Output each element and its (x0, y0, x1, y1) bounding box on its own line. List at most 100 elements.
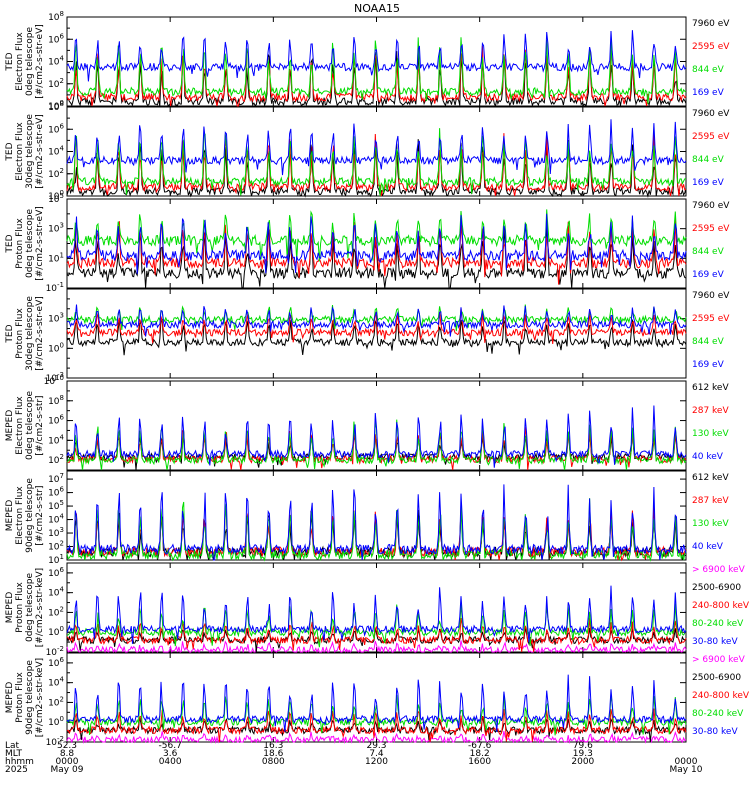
y-tick-label: 102 (48, 540, 64, 553)
y-axis-label: Electron Flux (15, 32, 25, 91)
y-tick-label: 106 (48, 486, 64, 499)
y-axis-label: MEPED (5, 500, 15, 532)
series-line (66, 618, 687, 653)
series-line (66, 405, 687, 468)
y-tick-label: 10-1 (46, 281, 64, 294)
y-tick-label: 102 (48, 167, 64, 180)
y-tick-label: 100 (48, 341, 64, 354)
legend-entry: 240-800 keV (692, 691, 750, 701)
x-axis-row-label: Lat (5, 741, 20, 751)
y-tick-label: 100 (48, 715, 64, 728)
x-tick-label-lat: 52.3 (57, 741, 77, 751)
y-axis-label: TED (5, 142, 15, 161)
legend-entry: 844 eV (692, 155, 725, 165)
x-tick-label-mlt: 18.6 (263, 749, 283, 759)
x-tick-label-mlt: 8.8 (60, 749, 75, 759)
x-tick-label-mlt: 3.6 (163, 749, 178, 759)
series-line (66, 307, 687, 344)
series-line (66, 209, 687, 262)
legend-entry: 2595 eV (692, 42, 730, 52)
legend-entry: 612 keV (692, 473, 729, 483)
y-axis-label: TED (5, 234, 15, 253)
x-tick-label-time: 0000 (675, 757, 698, 767)
y-tick-label: 106 (48, 122, 64, 135)
y-tick-label: 107 (48, 472, 64, 485)
y-tick-label: 105 (48, 499, 64, 512)
y-axis-label: MEPED (5, 682, 15, 714)
legend-entry: 130 keV (692, 429, 729, 439)
legend-entry: 2595 eV (692, 132, 730, 142)
legend-entry: > 6900 keV (692, 655, 746, 665)
panel-frame (66, 470, 687, 561)
y-tick-label: 101 (48, 251, 64, 264)
y-tick-label: 108 (48, 394, 64, 407)
x-tick-label-time: 1600 (468, 757, 491, 767)
y-tick-label: 101 (48, 553, 64, 566)
y-axis-label: Proton Flux (15, 308, 25, 359)
legend-entry: 7960 eV (692, 291, 730, 301)
legend-entry: 2500-6900 (692, 583, 741, 593)
series-line (66, 585, 687, 644)
x-tick-label-date: May 09 (51, 765, 84, 775)
y-axis-label: 30deg telescope (25, 296, 35, 371)
y-axis-label: [#/cm2-s-str-keV] (35, 658, 45, 737)
y-axis-label: [#/cm2-s-str-eV] (35, 24, 45, 99)
legend-entry: > 6900 keV (692, 565, 746, 575)
x-axis-row-label: 2025 (5, 765, 28, 775)
legend-entry: 40 keV (692, 542, 724, 552)
y-tick-label: 106 (48, 414, 64, 427)
y-axis-label: [#/cm2-s-str] (35, 485, 45, 545)
y-tick-label: 104 (48, 145, 64, 158)
y-axis-label: [#/cm2-s-str-eV] (35, 206, 45, 281)
legend-entry: 612 keV (692, 383, 729, 393)
y-axis-label: Electron Flux (15, 396, 25, 455)
series-line (66, 484, 687, 561)
legend-entry: 2595 eV (692, 314, 730, 324)
x-tick-label-lat: 29.3 (366, 741, 386, 751)
x-tick-label-lat: -67.6 (468, 741, 492, 751)
y-axis-label: [#/cm2-s-str] (35, 395, 45, 455)
y-tick-label: 108 (48, 10, 64, 23)
y-tick-label: 106 (48, 566, 64, 579)
legend-entry: 7960 eV (692, 19, 730, 29)
x-tick-label-time: 0400 (159, 757, 182, 767)
y-axis-label: Proton Flux (15, 672, 25, 723)
legend-entry: 169 eV (692, 270, 725, 280)
x-tick-label-time: 2000 (571, 757, 594, 767)
series-line (66, 213, 687, 275)
legend-entry: 240-800 keV (692, 601, 750, 611)
y-tick-label: 100 (48, 625, 64, 638)
y-tick-label: 102 (48, 695, 64, 708)
y-tick-label: 102 (48, 605, 64, 618)
y-axis-label: [#/cm2-s-str-eV] (35, 296, 45, 371)
legend-entry: 30-80 keV (692, 727, 738, 737)
y-tick-label: 104 (48, 433, 64, 446)
x-tick-label-time: 0000 (56, 757, 79, 767)
y-axis-label: 90deg telescope (25, 478, 35, 553)
series-line (66, 119, 687, 176)
x-axis-row-label: MLT (5, 749, 23, 759)
y-axis-label: 0deg telescope (25, 209, 35, 279)
legend-entry: 2500-6900 (692, 673, 741, 683)
y-tick-label: 104 (48, 676, 64, 689)
x-axis-row-label: hhmm (5, 757, 34, 767)
y-axis-label: [#/cm2-s-str-keV] (35, 568, 45, 647)
y-tick-label: 103 (48, 312, 64, 325)
y-axis-label: 0deg telescope (25, 391, 35, 461)
x-tick-label-mlt: 19.3 (573, 749, 593, 759)
legend-entry: 7960 eV (692, 201, 730, 211)
y-axis-label: MEPED (5, 410, 15, 442)
x-tick-label-lat: 79.6 (573, 741, 593, 751)
legend-entry: 844 eV (692, 337, 725, 347)
y-tick-label: 102 (48, 77, 64, 90)
y-axis-label: TED (5, 52, 15, 71)
series-line (66, 640, 687, 654)
y-tick-label: 103 (48, 526, 64, 539)
legend-entry: 844 eV (692, 65, 725, 75)
x-tick-label-date: May 10 (670, 765, 703, 775)
